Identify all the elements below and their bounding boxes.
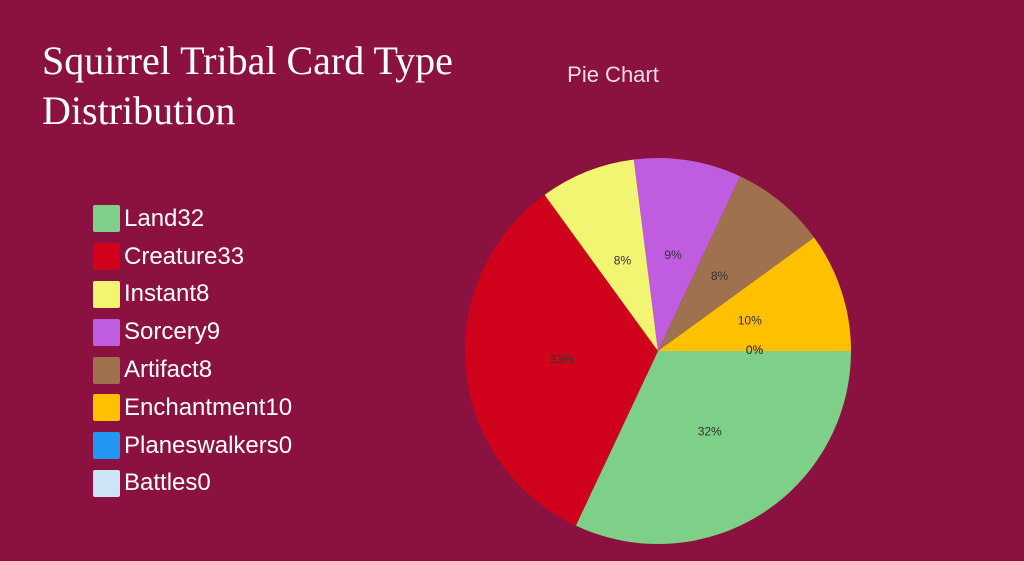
chart-title: Squirrel Tribal Card Type Distribution bbox=[42, 38, 453, 133]
legend-item: Instant 8 bbox=[93, 276, 292, 314]
data-label: 32% bbox=[698, 425, 722, 439]
legend-value: 10 bbox=[265, 393, 293, 421]
legend-swatch bbox=[93, 318, 120, 346]
legend-label: Creature bbox=[124, 242, 218, 270]
data-label: 8% bbox=[711, 269, 729, 283]
legend-item: Creature 33 bbox=[93, 238, 292, 276]
legend-label: Battles bbox=[124, 469, 198, 497]
data-label: 33% bbox=[550, 352, 574, 366]
legend-value: 33 bbox=[217, 242, 245, 270]
legend-label: Planeswalkers bbox=[124, 431, 279, 459]
legend-label: Enchantment bbox=[124, 393, 266, 421]
pie-slice bbox=[575, 351, 851, 544]
chart-subtitle: Pie Chart bbox=[567, 62, 659, 87]
legend-swatch bbox=[93, 394, 120, 422]
legend-value: 0 bbox=[278, 431, 293, 459]
legend-label: Artifact bbox=[124, 356, 199, 384]
legend-item: Enchantment 10 bbox=[93, 389, 292, 427]
legend-swatch bbox=[93, 205, 120, 233]
legend-label: Land bbox=[124, 204, 178, 232]
legend-value: 0 bbox=[197, 469, 211, 497]
legend-swatch bbox=[93, 280, 120, 308]
legend-item: Land 32 bbox=[93, 200, 292, 238]
legend-value: 32 bbox=[177, 204, 205, 232]
legend-swatch bbox=[93, 432, 120, 460]
legend-swatch bbox=[93, 243, 120, 271]
legend-value: 8 bbox=[198, 356, 213, 384]
legend-item: Battles 0 bbox=[93, 465, 292, 503]
legend-item: Sorcery 9 bbox=[93, 313, 292, 351]
data-label: 0% bbox=[746, 343, 764, 357]
data-label: 0% bbox=[746, 343, 764, 357]
legend-label: Sorcery bbox=[124, 318, 207, 346]
legend-swatch bbox=[93, 356, 120, 384]
data-label: 8% bbox=[614, 253, 632, 267]
pie-slice bbox=[633, 158, 741, 351]
data-label: 9% bbox=[664, 248, 682, 262]
legend-label: Instant bbox=[124, 280, 197, 308]
legend-value: 9 bbox=[206, 318, 221, 346]
pie-slice bbox=[658, 176, 815, 351]
legend-swatch bbox=[93, 469, 120, 497]
legend-item: Planeswalkers 0 bbox=[93, 427, 292, 465]
pie-slice bbox=[658, 237, 851, 351]
legend-item: Artifact 8 bbox=[93, 351, 292, 389]
legend-value: 8 bbox=[196, 280, 210, 308]
data-label: 10% bbox=[738, 313, 762, 327]
pie-slice bbox=[544, 159, 658, 351]
legend: Land 32 Creature 33 Instant 8 Sorcery 9 Artifact… bbox=[93, 200, 292, 502]
pie-slice bbox=[464, 194, 658, 526]
